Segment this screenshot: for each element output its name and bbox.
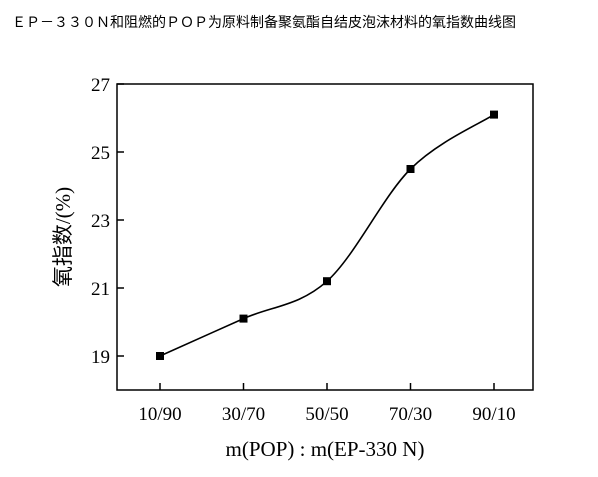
x-tick-label: 10/90 — [138, 404, 181, 425]
figure-caption: ＥＰ－３３０Ｎ和阻燃的ＰＯＰ为原料制备聚氨酯自结皮泡沫材料的氧指数曲线图 — [12, 15, 516, 31]
x-tick-label: 90/10 — [472, 404, 515, 425]
data-point — [406, 165, 415, 173]
y-tick-label: 27 — [91, 75, 110, 96]
x-tick-label: 30/70 — [222, 404, 265, 425]
data-point — [490, 110, 498, 119]
data-point — [156, 352, 164, 360]
y-tick-label: 21 — [91, 279, 110, 300]
y-tick-label: 19 — [91, 347, 110, 368]
plot-frame — [116, 83, 534, 391]
y-axis-ticks: 19 21 23 25 27 — [91, 75, 124, 368]
data-point — [239, 314, 248, 323]
data-point — [323, 277, 331, 286]
x-tick-label: 70/30 — [389, 404, 432, 425]
x-axis-label: m(POP) : m(EP-330 N) — [226, 437, 425, 461]
x-axis-ticks: 10/90 30/70 50/50 70/30 90/10 — [138, 383, 516, 425]
y-axis-label: 氧指数/(%) — [51, 187, 75, 287]
y-tick-label: 23 — [91, 211, 110, 232]
series-line — [159, 113, 495, 357]
series-markers — [156, 110, 498, 360]
x-tick-label: 50/50 — [305, 404, 348, 425]
y-tick-label: 25 — [91, 143, 110, 164]
